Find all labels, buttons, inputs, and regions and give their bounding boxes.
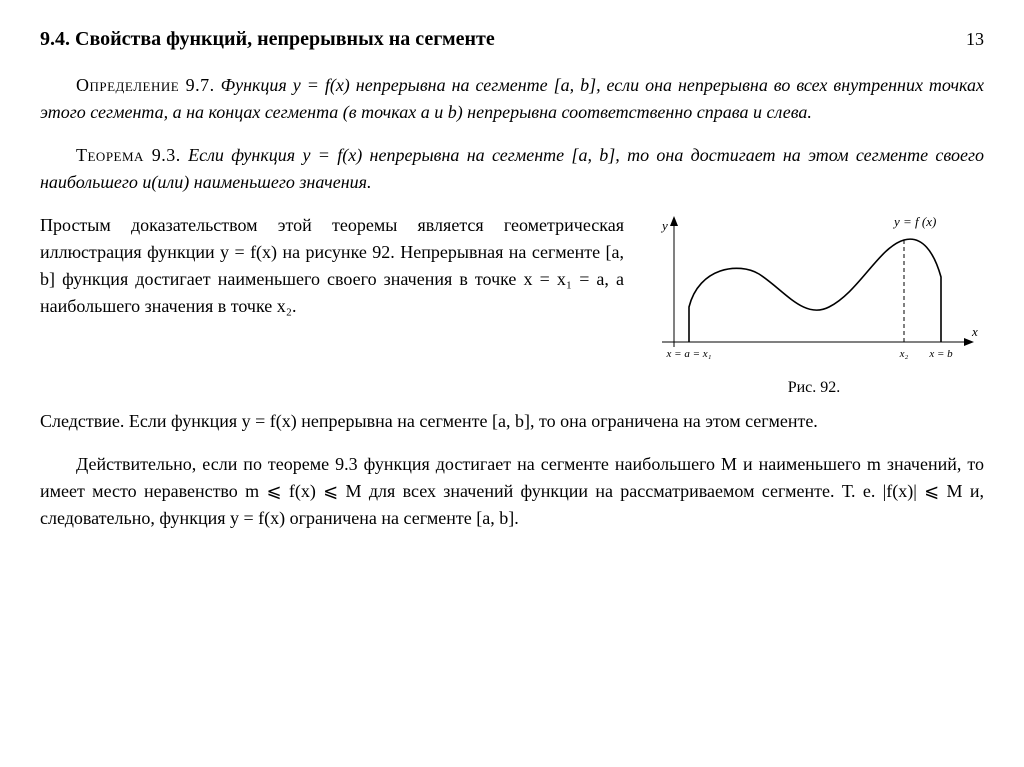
- tick-a: x = a = x₁: [666, 348, 712, 360]
- tick-x2: x₂: [899, 348, 909, 360]
- definition-block: Определение 9.7. Функция y = f(x) непрер…: [40, 72, 984, 126]
- definition-label: Определение 9.7.: [76, 75, 215, 95]
- section-title: 9.4. Свойства функций, непрерывных на се…: [40, 24, 495, 54]
- function-label: y = f (x): [892, 214, 936, 229]
- tick-b: x = b: [928, 348, 953, 360]
- function-curve: [689, 239, 941, 342]
- theorem-text: Если функция y = f(x) непрерывна на сегм…: [40, 145, 984, 192]
- conclusion-paragraph: Действительно, если по теореме 9.3 функц…: [40, 451, 984, 532]
- x-axis-arrow: [964, 338, 974, 346]
- figure-block: y = f (x) y x x = a = x₁ x₂ x = b Рис. 9…: [644, 212, 984, 400]
- y-axis-label: y: [660, 218, 668, 233]
- figure-caption: Рис. 92.: [644, 376, 984, 400]
- x-axis-label: x: [971, 324, 978, 339]
- corollary-text: Если функция y = f(x) непрерывна на сегм…: [129, 411, 818, 431]
- figure-svg: y = f (x) y x x = a = x₁ x₂ x = b: [644, 212, 984, 372]
- page-number: 13: [966, 26, 984, 53]
- corollary-block: Следствие. Если функция y = f(x) непреры…: [40, 408, 984, 435]
- proof-paragraph: Простым доказательством этой теоремы явл…: [40, 212, 624, 320]
- theorem-label: Теорема 9.3.: [76, 145, 181, 165]
- theorem-block: Теорема 9.3. Если функция y = f(x) непре…: [40, 142, 984, 196]
- corollary-label: Следствие.: [40, 411, 124, 431]
- y-axis-arrow: [670, 216, 678, 226]
